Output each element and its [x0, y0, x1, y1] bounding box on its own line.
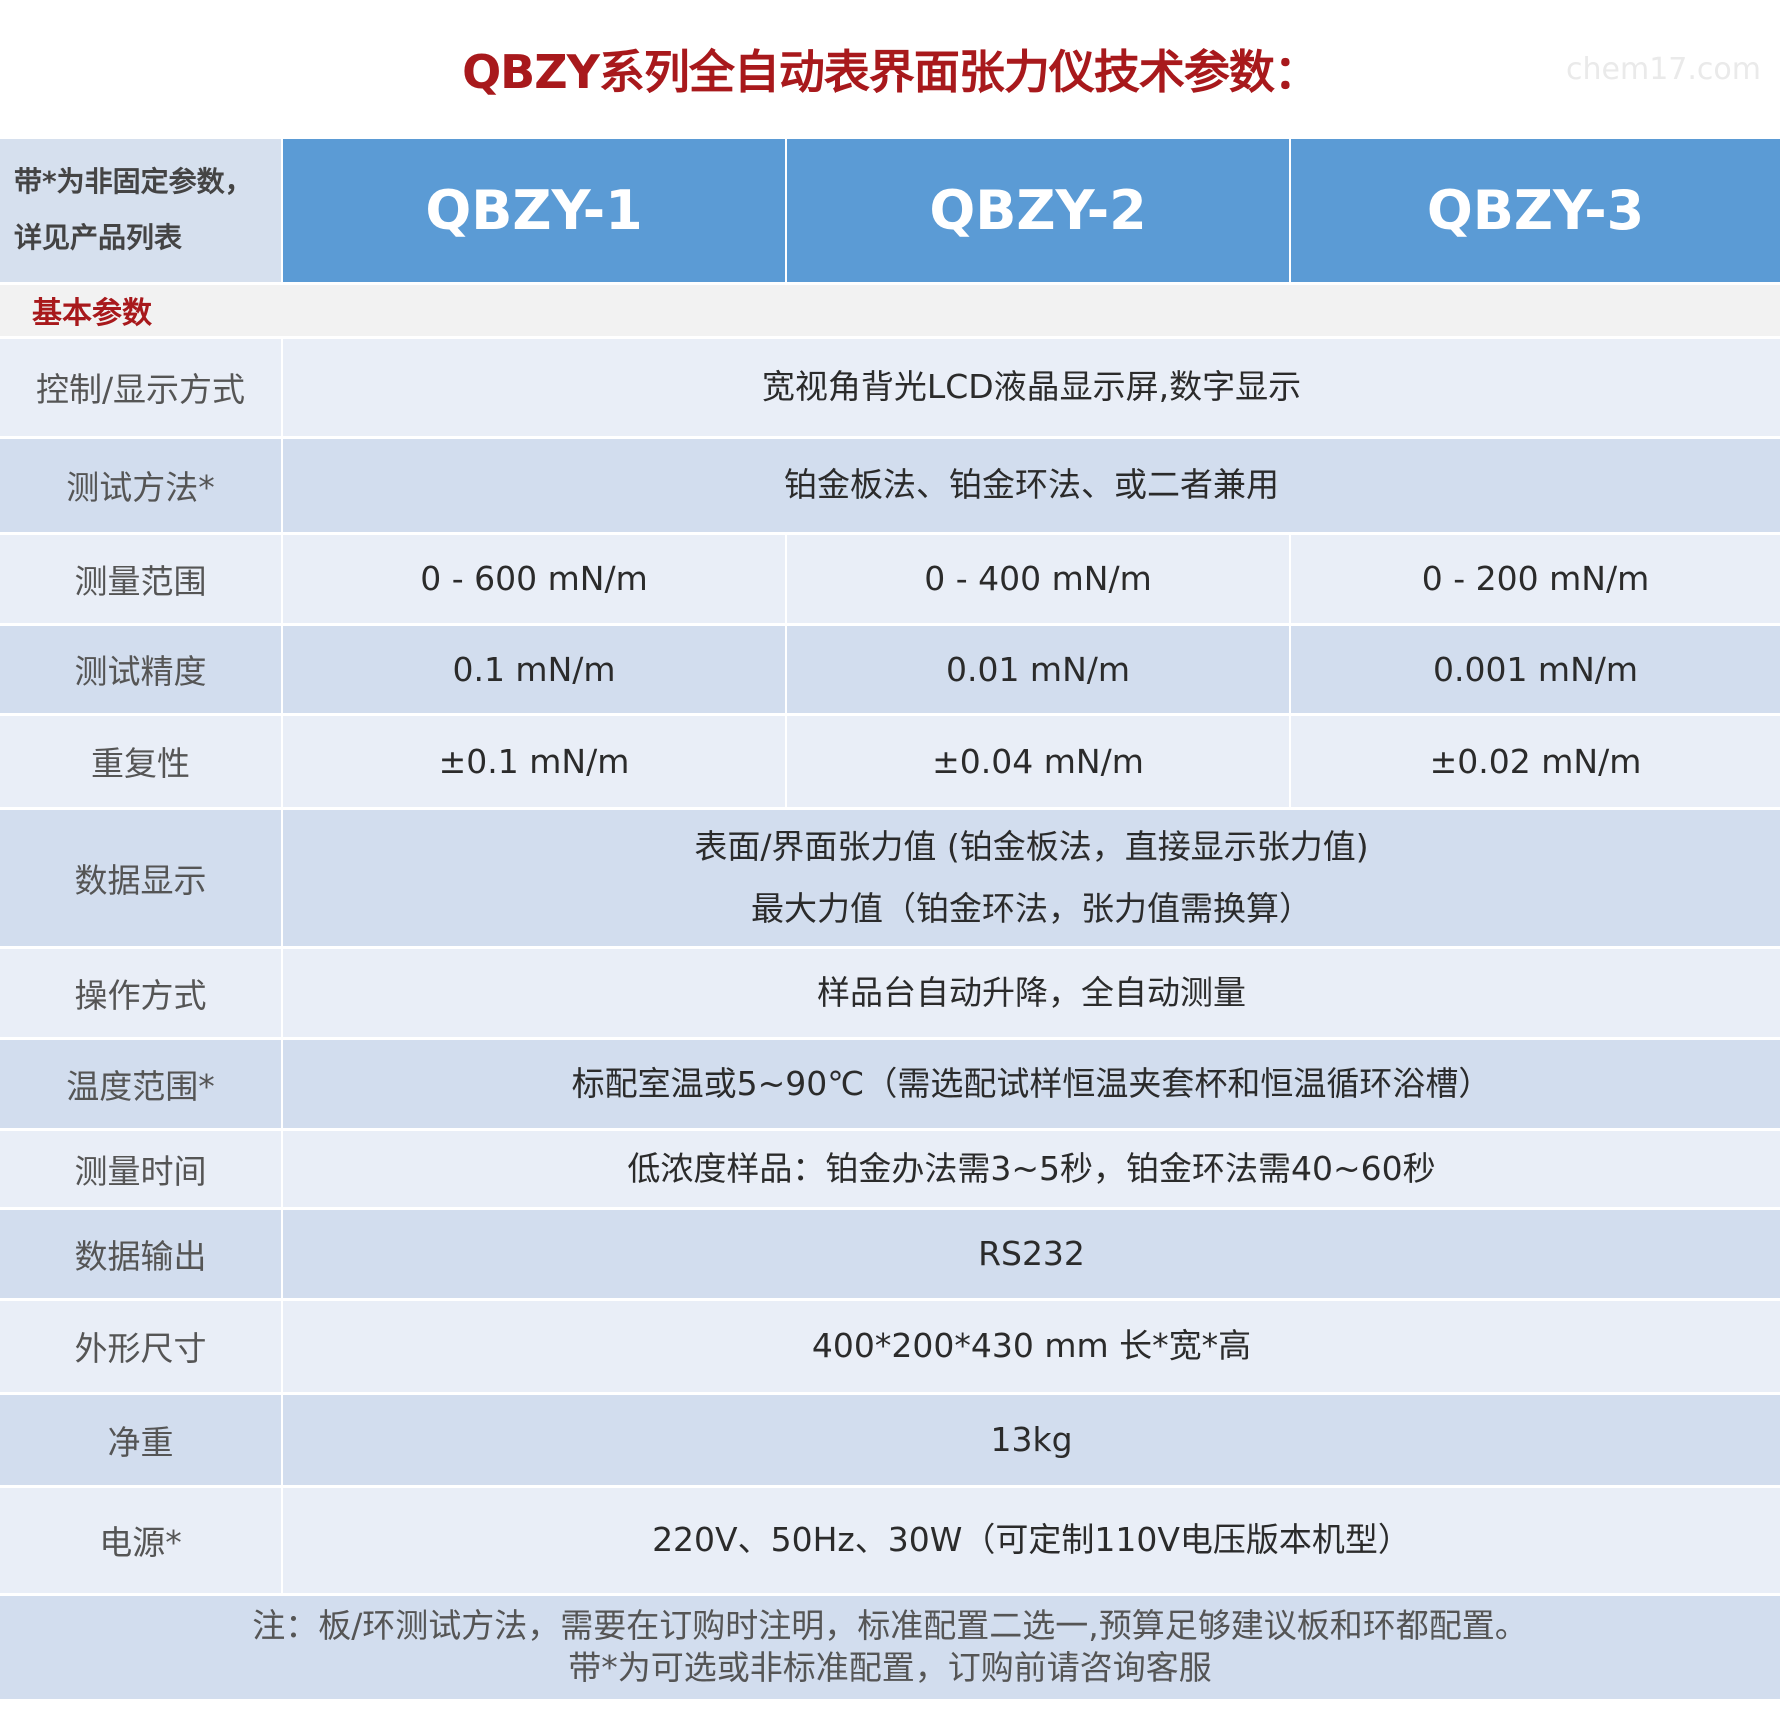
row-value: ±0.02 mN/m	[1290, 714, 1781, 810]
header-corner: 带*为非固定参数， 详见产品列表	[0, 139, 283, 285]
corner-line: 带*为非固定参数，	[14, 165, 253, 199]
table-row: 电源* 220V、50Hz、30W（可定制110V电压版本机型）	[0, 1486, 1781, 1596]
value-line: 220V、50Hz、30W（可定制110V电压版本机型）	[652, 1520, 1411, 1559]
note-line: 带*为可选或非标准配置，订购前请咨询客服	[568, 1648, 1212, 1687]
value-line: 最大力值（铂金环法，张力值需换算）	[751, 888, 1312, 928]
row-value: 低浓度样品：铂金办法需3~5秒，铂金环法需40~60秒	[282, 1129, 1781, 1210]
note-row: 注：板/环测试方法，需要在订购时注明，标准配置二选一,预算足够建议板和环都配置。…	[0, 1594, 1781, 1702]
row-label: 控制/显示方式	[0, 337, 283, 439]
row-value: 13kg	[282, 1393, 1781, 1488]
row-label: 测试精度	[0, 624, 283, 716]
table-row: 测量时间 低浓度样品：铂金办法需3~5秒，铂金环法需40~60秒	[0, 1129, 1781, 1210]
value-line: 400*200*430 mm 长*宽*高	[811, 1326, 1252, 1365]
table-row: 外形尺寸 400*200*430 mm 长*宽*高	[0, 1299, 1781, 1395]
header-row: 带*为非固定参数， 详见产品列表 QBZY-1 QBZY-2 QBZY-3	[0, 139, 1781, 285]
row-value: 样品台自动升降，全自动测量	[282, 947, 1781, 1040]
value-line: 样品台自动升降，全自动测量	[817, 972, 1246, 1012]
value-line: RS232	[978, 1233, 1085, 1273]
row-value: 0 - 600 mN/m	[282, 533, 787, 626]
table-row: 测试精度 0.1 mN/m 0.01 mN/m 0.001 mN/m	[0, 624, 1781, 716]
row-value: 宽视角背光LCD液晶显示屏,数字显示	[282, 337, 1781, 439]
row-label: 电源*	[0, 1486, 283, 1596]
row-label: 净重	[0, 1393, 283, 1488]
watermark: chem17.com	[1566, 52, 1761, 87]
table-row: 控制/显示方式 宽视角背光LCD液晶显示屏,数字显示	[0, 337, 1781, 439]
row-value: 400*200*430 mm 长*宽*高	[282, 1299, 1781, 1395]
table-row: 数据输出 RS232	[0, 1208, 1781, 1301]
row-value: ±0.1 mN/m	[282, 714, 787, 810]
value-line: 表面/界面张力值 (铂金板法，直接显示张力值)	[694, 826, 1369, 866]
table-row: 操作方式 样品台自动升降，全自动测量	[0, 947, 1781, 1040]
table-row: 测量范围 0 - 600 mN/m 0 - 400 mN/m 0 - 200 mN/m	[0, 533, 1781, 626]
row-label: 数据显示	[0, 808, 283, 949]
value-line: 13kg	[990, 1419, 1073, 1459]
row-value: ±0.04 mN/m	[786, 714, 1291, 810]
value-line: 低浓度样品：铂金办法需3~5秒，铂金环法需40~60秒	[627, 1148, 1436, 1188]
table-row: 测试方法* 铂金板法、铂金环法、或二者兼用	[0, 437, 1781, 535]
value-line: 铂金板法、铂金环法、或二者兼用	[784, 465, 1279, 504]
row-value: 0.1 mN/m	[282, 624, 787, 716]
value-line: 标配室温或5~90℃（需选配试样恒温夹套杯和恒温循环浴槽）	[571, 1063, 1492, 1103]
model-header: QBZY-2	[786, 139, 1291, 285]
row-label: 温度范围*	[0, 1038, 283, 1131]
row-label: 测量范围	[0, 533, 283, 626]
model-header: QBZY-1	[282, 139, 787, 285]
row-value: 0.001 mN/m	[1290, 624, 1781, 716]
table-row: 净重 13kg	[0, 1393, 1781, 1488]
page-title: QBZY系列全自动表界面张力仪技术参数：	[462, 45, 1320, 99]
row-value: RS232	[282, 1208, 1781, 1301]
row-value: 铂金板法、铂金环法、或二者兼用	[282, 437, 1781, 535]
note-line: 注：板/环测试方法，需要在订购时注明，标准配置二选一,预算足够建议板和环都配置。	[252, 1606, 1528, 1645]
section-title: 基本参数	[0, 283, 1781, 339]
table-row: 数据显示 表面/界面张力值 (铂金板法，直接显示张力值) 最大力值（铂金环法，张力值…	[0, 808, 1781, 949]
row-value: 0 - 400 mN/m	[786, 533, 1291, 626]
row-label: 外形尺寸	[0, 1299, 283, 1395]
table-row: 温度范围* 标配室温或5~90℃（需选配试样恒温夹套杯和恒温循环浴槽）	[0, 1038, 1781, 1131]
row-value: 220V、50Hz、30W（可定制110V电压版本机型）	[282, 1486, 1781, 1596]
row-label: 操作方式	[0, 947, 283, 1040]
table-row: 重复性 ±0.1 mN/m ±0.04 mN/m ±0.02 mN/m	[0, 714, 1781, 810]
row-value: 标配室温或5~90℃（需选配试样恒温夹套杯和恒温循环浴槽）	[282, 1038, 1781, 1131]
row-label: 测试方法*	[0, 437, 283, 535]
row-label: 重复性	[0, 714, 283, 810]
value-line: 宽视角背光LCD液晶显示屏,数字显示	[761, 367, 1302, 406]
row-label: 测量时间	[0, 1129, 283, 1210]
spec-table: 带*为非固定参数， 详见产品列表 QBZY-1 QBZY-2 QBZY-3 基本参…	[0, 139, 1781, 1702]
model-header: QBZY-3	[1290, 139, 1781, 285]
row-value: 0.01 mN/m	[786, 624, 1291, 716]
row-value: 0 - 200 mN/m	[1290, 533, 1781, 626]
corner-line: 详见产品列表	[14, 221, 183, 255]
row-label: 数据输出	[0, 1208, 283, 1301]
row-value: 表面/界面张力值 (铂金板法，直接显示张力值) 最大力值（铂金环法，张力值需换算）	[282, 808, 1781, 949]
